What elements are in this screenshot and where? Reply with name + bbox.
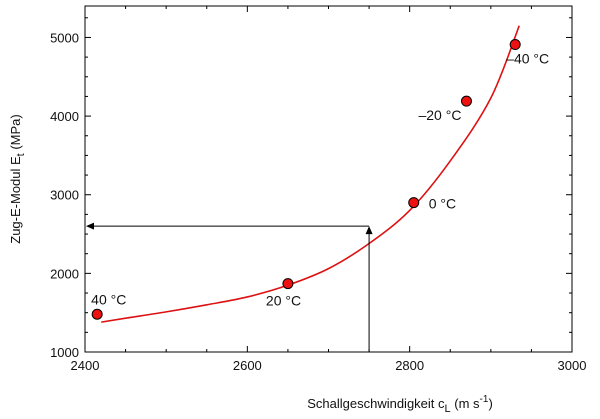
- guide-arrows: [86, 222, 373, 352]
- data-point: [282, 278, 294, 290]
- x-axis-label-main: Schallgeschwindigkeit c: [307, 396, 445, 411]
- y-axis-label-sub: t: [15, 153, 27, 156]
- x-axis-label: Schallgeschwindigkeit cL (m s-1): [307, 394, 493, 415]
- x-tick-label: 2400: [71, 358, 100, 373]
- fit-curve: [101, 25, 520, 323]
- y-tick-label: 5000: [50, 30, 79, 45]
- data-point-label: –20 °C: [418, 107, 461, 123]
- y-axis-ticks: 1000 2000 3000 4000 5000: [50, 17, 572, 360]
- x-axis-label-sup: -1: [480, 394, 489, 405]
- x-tick-label: 2600: [233, 358, 262, 373]
- vertical-guide-arrowhead: [365, 226, 373, 235]
- data-point: [91, 308, 103, 320]
- y-axis-label: Zug-E-Modul Et (MPa): [8, 114, 27, 243]
- x-tick-label: 2800: [395, 358, 424, 373]
- x-axis-ticks: 2400 2600 2800 3000: [71, 6, 587, 373]
- y-tick-label: 1000: [50, 345, 79, 360]
- data-point-label: –40 °C: [506, 51, 549, 67]
- x-tick-label: 3000: [558, 358, 587, 373]
- data-point: [408, 197, 420, 209]
- y-axis-label-unit: (MPa): [8, 114, 23, 153]
- x-axis-label-unit: (m s: [451, 396, 480, 411]
- x-axis-label-sub: L: [445, 403, 451, 415]
- data-point-label: 0 °C: [429, 196, 456, 212]
- horizontal-guide-arrowhead: [86, 222, 94, 230]
- y-tick-label: 2000: [50, 266, 79, 281]
- data-point: [460, 95, 472, 107]
- data-point-label: 40 °C: [91, 291, 126, 307]
- x-axis-label-close: ): [488, 396, 492, 411]
- plot-frame: [84, 5, 573, 353]
- y-tick-label: 4000: [50, 109, 79, 124]
- y-axis-label-main: Zug-E-Modul E: [8, 156, 23, 244]
- y-tick-label: 3000: [50, 188, 79, 203]
- data-point-label: 20 °C: [266, 293, 301, 309]
- data-points: 40 °C 20 °C 0 °C –20 °C –40 °C: [91, 39, 549, 320]
- data-point: [509, 39, 521, 51]
